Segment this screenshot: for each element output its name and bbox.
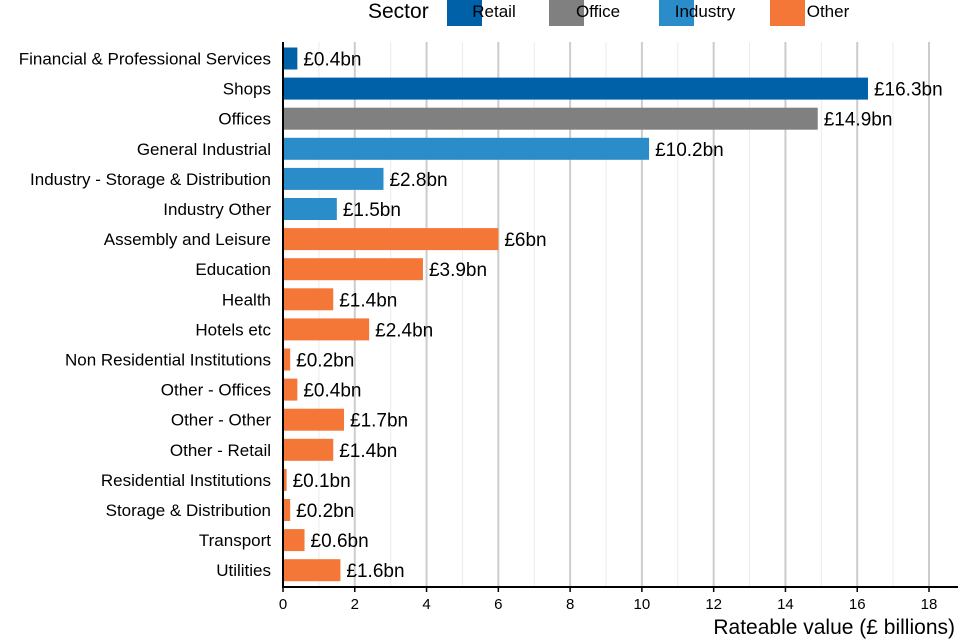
bar xyxy=(283,228,499,251)
data-label: £6bn xyxy=(504,230,546,251)
bar xyxy=(283,167,384,190)
axes: 0 2 4 6 8 10 12 14 16 18 xyxy=(279,42,958,613)
x-tick-label: 6 xyxy=(494,596,502,613)
data-label: £1.6bn xyxy=(346,561,404,582)
bar xyxy=(283,408,345,431)
bar xyxy=(283,559,341,582)
category-label: Financial & Professional Services xyxy=(19,50,271,69)
data-label: £0.6bn xyxy=(311,531,369,552)
bar xyxy=(283,438,334,461)
bar xyxy=(283,378,298,401)
bar xyxy=(283,137,650,160)
legend-label: Other xyxy=(807,2,850,21)
x-tick-label: 16 xyxy=(849,596,866,613)
bar xyxy=(283,499,291,521)
legend: Sector Retail Office Industry Other xyxy=(368,0,850,26)
x-tick-label: 10 xyxy=(634,596,651,613)
category-label: Non Residential Institutions xyxy=(65,351,271,370)
x-axis-title: Rateable value (£ billions) xyxy=(713,616,955,639)
data-label: £0.2bn xyxy=(296,501,354,522)
x-tick-label: 2 xyxy=(351,596,359,613)
legend-label: Office xyxy=(576,2,620,21)
data-label: £14.9bn xyxy=(824,110,893,131)
category-label: Offices xyxy=(218,110,271,129)
category-label: Other - Other xyxy=(171,411,271,430)
legend-label: Industry xyxy=(675,2,736,21)
data-label: £3.9bn xyxy=(429,260,487,281)
category-label: Other - Offices xyxy=(161,381,271,400)
data-label: £10.2bn xyxy=(655,140,724,161)
legend-swatch xyxy=(659,0,694,26)
data-label: £1.4bn xyxy=(339,290,397,311)
bars xyxy=(283,47,868,582)
data-label: £1.7bn xyxy=(350,411,408,432)
category-label: Storage & Distribution xyxy=(106,501,271,520)
grid xyxy=(318,42,930,587)
bar xyxy=(283,318,370,341)
category-label: Residential Institutions xyxy=(101,471,271,490)
x-tick-label: 14 xyxy=(777,596,794,613)
category-label: Industry Other xyxy=(163,200,271,219)
legend-swatch xyxy=(770,0,805,26)
data-label: £0.1bn xyxy=(293,471,351,492)
category-label: Hotels etc xyxy=(195,320,271,339)
legend-swatch xyxy=(447,0,482,26)
legend-title: Sector xyxy=(368,0,429,23)
category-label: Shops xyxy=(223,80,271,99)
bar xyxy=(283,107,818,130)
bar xyxy=(283,47,298,70)
category-label: Transport xyxy=(199,531,271,550)
bar xyxy=(283,468,287,491)
category-label: Other - Retail xyxy=(170,441,271,460)
category-label: General Industrial xyxy=(137,140,271,159)
x-tick-label: 18 xyxy=(921,596,938,613)
category-label: Utilities xyxy=(216,561,271,580)
data-label: £2.4bn xyxy=(375,320,433,341)
x-tick-label: 12 xyxy=(705,596,722,613)
x-tick-label: 0 xyxy=(279,596,287,613)
bar xyxy=(283,77,868,100)
legend-swatch xyxy=(549,0,584,26)
data-label: £16.3bn xyxy=(874,80,943,101)
data-label: £0.4bn xyxy=(303,381,361,402)
bar xyxy=(283,288,334,311)
category-label: Health xyxy=(222,290,271,309)
category-label: Industry - Storage & Distribution xyxy=(30,170,271,189)
category-label: Education xyxy=(195,260,271,279)
x-tick-label: 8 xyxy=(566,596,574,613)
legend-label: Retail xyxy=(472,2,515,21)
x-tick-label: 4 xyxy=(422,596,430,613)
data-label: £1.4bn xyxy=(339,441,397,462)
labels: £0.4bn Financial & Professional Services £… xyxy=(19,50,943,583)
category-label: Assembly and Leisure xyxy=(104,230,271,249)
bar xyxy=(283,529,305,552)
data-label: £0.2bn xyxy=(296,351,354,372)
bar xyxy=(283,198,337,220)
data-label: £0.4bn xyxy=(303,50,361,71)
data-label: £1.5bn xyxy=(343,200,401,221)
bar xyxy=(283,348,291,371)
bar xyxy=(283,258,423,281)
data-label: £2.8bn xyxy=(389,170,447,191)
